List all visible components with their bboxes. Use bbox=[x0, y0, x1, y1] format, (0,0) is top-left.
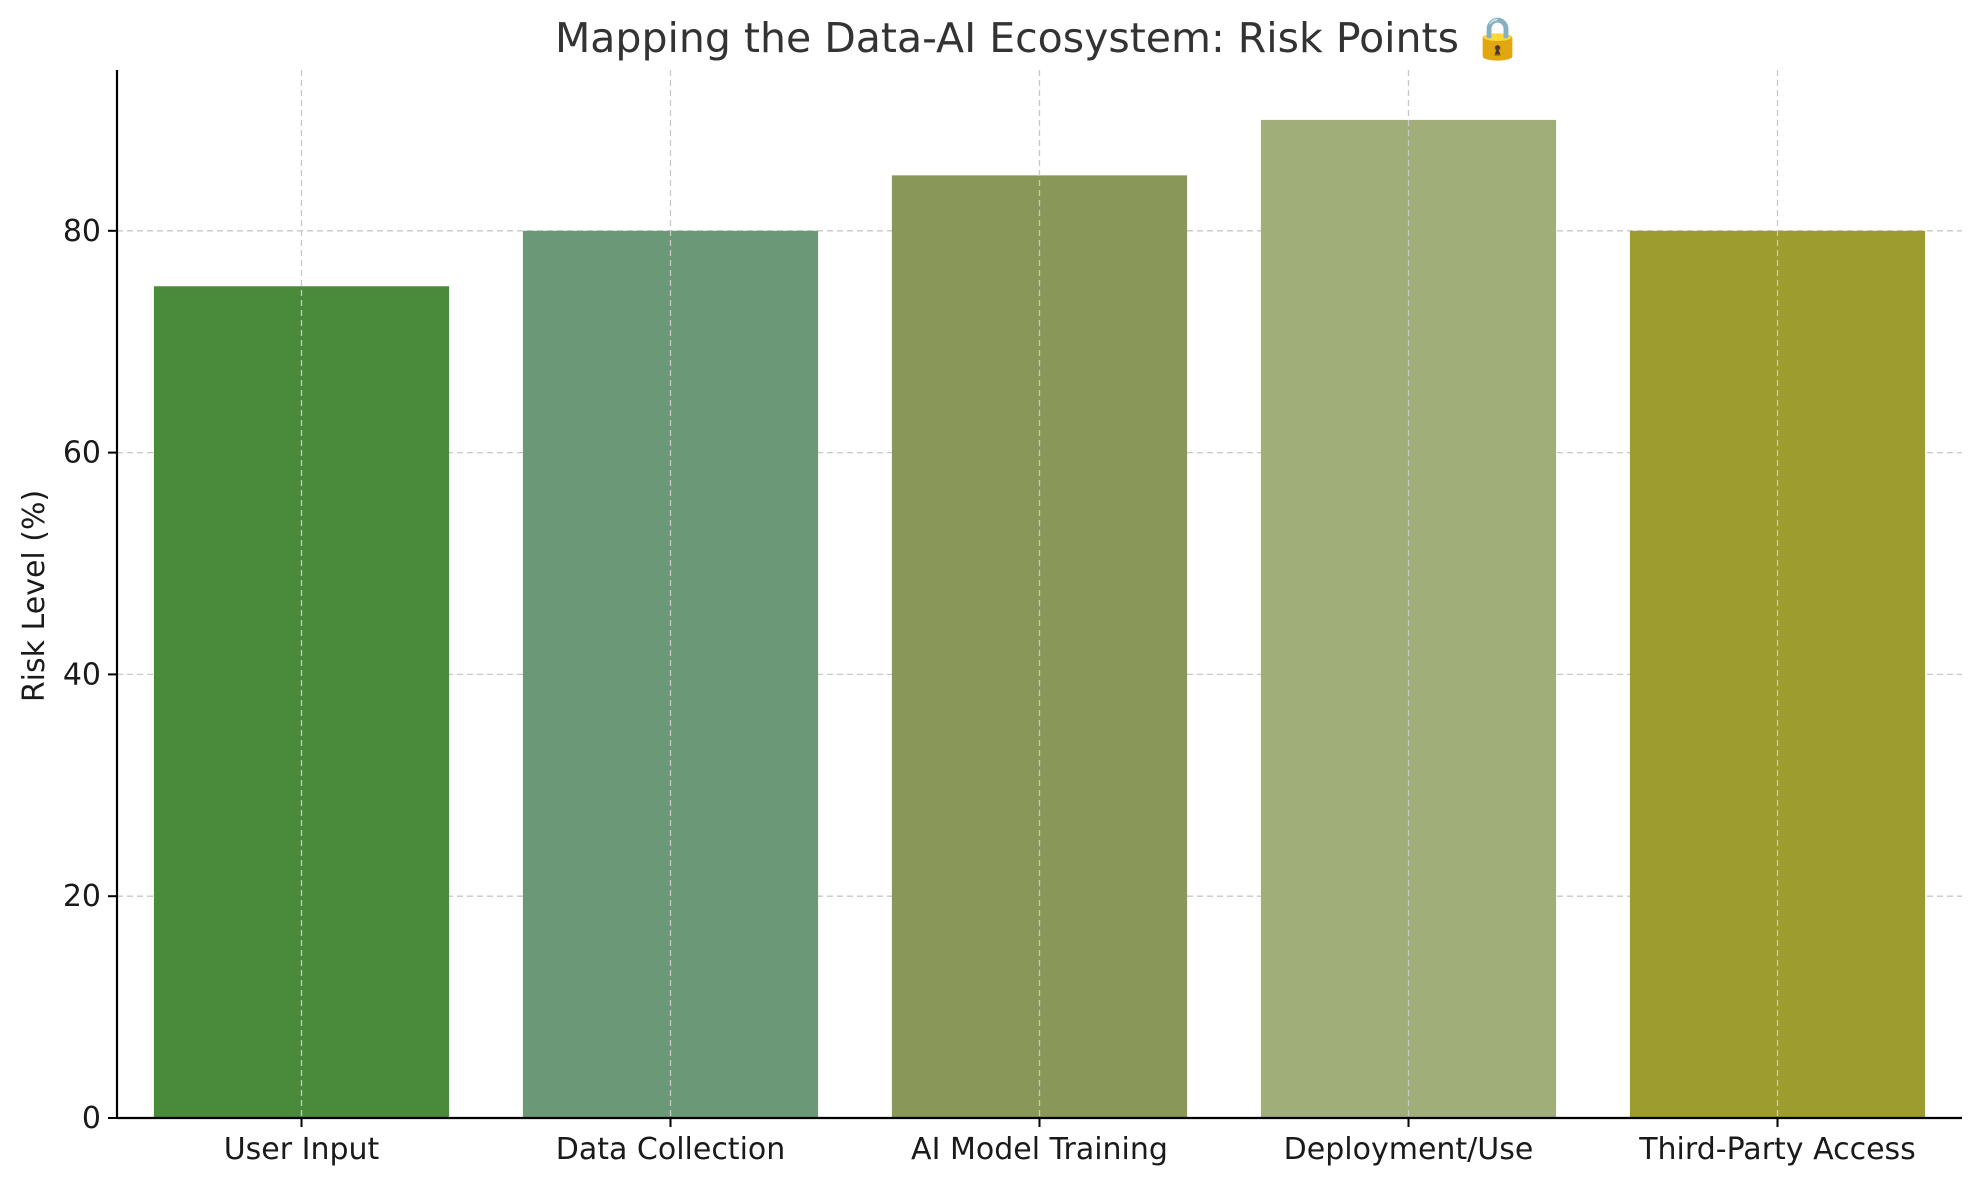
x-tick-label: User Input bbox=[224, 1132, 380, 1167]
y-tick-label: 80 bbox=[63, 214, 101, 249]
y-tick-label: 20 bbox=[63, 879, 101, 914]
vertical-grid-layer bbox=[300, 70, 1779, 1118]
y-tick-label: 40 bbox=[63, 657, 101, 692]
y-axis-label: Risk Level (%) bbox=[17, 490, 52, 702]
x-tick-label: AI Model Training bbox=[911, 1132, 1168, 1167]
y-tick-label: 0 bbox=[82, 1101, 101, 1136]
x-tick-label: Third-Party Access bbox=[1638, 1132, 1916, 1167]
bars-layer bbox=[153, 119, 1926, 1119]
x-tick-label: Deployment/Use bbox=[1284, 1132, 1534, 1167]
chart-title: Mapping the Data-AI Ecosystem: Risk Poin… bbox=[555, 14, 1523, 62]
ticks-layer: 0 20 40 60 80 User Input Data Collection AI Mod… bbox=[63, 214, 1916, 1167]
y-tick-label: 60 bbox=[63, 436, 101, 471]
bar-deployment-use bbox=[1260, 119, 1557, 1118]
x-tick-label: Data Collection bbox=[556, 1132, 786, 1167]
bar-ai-model-training bbox=[891, 175, 1188, 1118]
